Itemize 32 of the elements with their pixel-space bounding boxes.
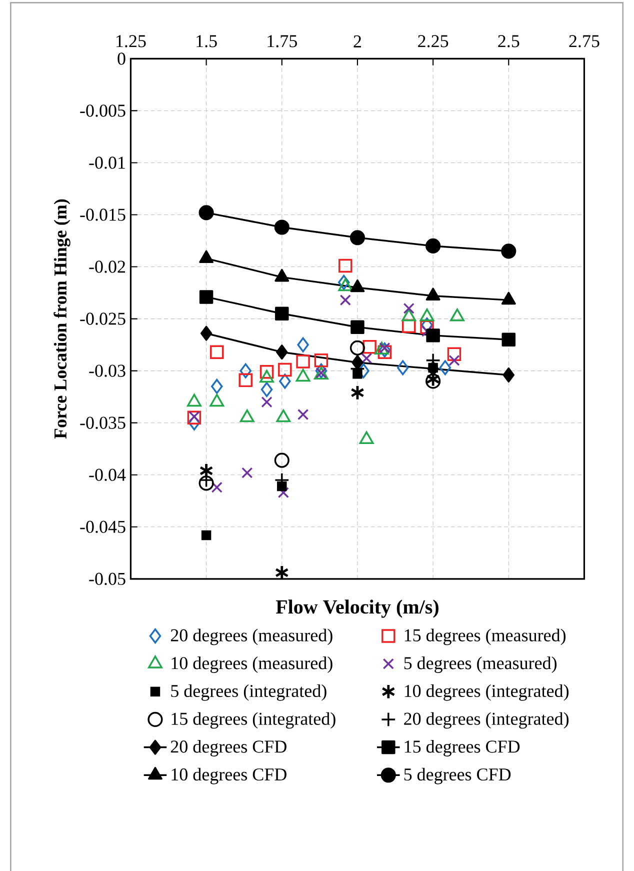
legend-label: 5 degrees CFD: [404, 768, 511, 784]
legend-label: 10 degrees CFD: [172, 768, 287, 784]
x-tick-label: 1.5: [196, 35, 218, 48]
y-tick-label: -0.05: [89, 572, 126, 586]
legend-label: 15 degrees (measured): [405, 628, 566, 646]
y-tick-label: -0.04: [89, 468, 126, 481]
x-axis-title: Flow Velocity (m/s): [276, 600, 439, 618]
legend-label: 20 degrees (measured): [171, 628, 333, 646]
y-tick-label: -0.005: [80, 104, 126, 117]
x-tick-label: 2: [354, 35, 362, 48]
legend-label: 10 degrees (integrated): [405, 684, 569, 701]
y-tick-label: -0.045: [80, 520, 126, 533]
x-tick-label: 1.25: [116, 35, 146, 48]
legend-label: 15 degrees (integrated): [172, 712, 336, 729]
legend-label: 15 degrees CFD: [405, 740, 520, 756]
legend-label: 20 degrees (integrated): [404, 712, 569, 729]
y-tick-label: -0.035: [80, 416, 126, 429]
x-tick-label: 1.75: [268, 35, 298, 48]
y-tick-label: -0.01: [89, 156, 126, 169]
y-tick-label: -0.02: [89, 260, 126, 273]
legend-label: 20 degrees CFD: [171, 740, 287, 756]
x-tick-label: 2.75: [569, 35, 600, 48]
y-tick-label: -0.025: [80, 312, 126, 325]
legend-label: 10 degrees (measured): [172, 656, 333, 673]
legend-label: 5 degrees (integrated): [171, 684, 327, 701]
y-tick-label: -0.015: [80, 208, 126, 221]
legend-label: 5 degrees (measured): [404, 656, 557, 673]
y-tick-label: 0: [118, 52, 126, 65]
y-axis-title: Force Location from Hinge (m): [54, 199, 71, 439]
x-tick-label: 2.5: [498, 35, 520, 48]
y-tick-label: -0.03: [89, 364, 126, 377]
x-tick-label: 2.25: [418, 35, 448, 48]
